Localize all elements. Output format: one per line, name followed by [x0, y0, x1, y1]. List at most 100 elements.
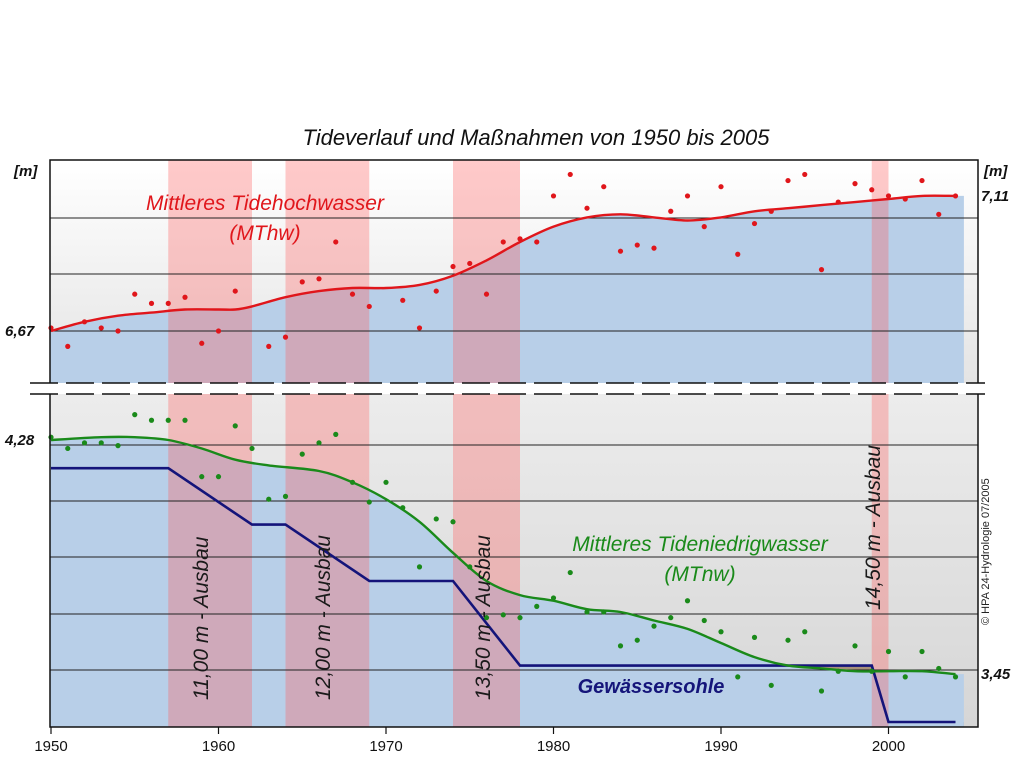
mtnw-point [584, 609, 590, 615]
x-tick-label: 1960 [202, 738, 235, 755]
mtnw-point [936, 665, 942, 672]
mtnw-point [249, 445, 255, 452]
mthw-series-abbr: (MThw) [229, 222, 300, 245]
mthw-point [684, 193, 691, 199]
mtnw-point [668, 615, 674, 621]
mthw-point [651, 245, 657, 251]
mthw-point [266, 343, 272, 349]
mthw-point [433, 288, 439, 294]
mthw-point [584, 205, 590, 211]
mtnw-series-abbr: (MTnw) [664, 563, 735, 586]
x-tick-label: 2000 [872, 738, 905, 755]
mthw-point [48, 325, 54, 331]
mtnw-point [735, 674, 741, 680]
series-lines [50, 194, 956, 724]
mtnw-point [349, 479, 356, 485]
ausbau-band-upper [168, 160, 252, 383]
mthw-point [349, 291, 356, 297]
mthw-point [768, 208, 774, 214]
mthw-point [299, 279, 305, 285]
mthw-point [232, 288, 238, 294]
copyright-note: © HPA 24-Hydrologie 07/2005 [980, 478, 992, 625]
mthw-point [316, 276, 322, 282]
mtnw-point [148, 417, 155, 423]
left-unit-label: [m] [13, 163, 38, 180]
mtnw-point [751, 634, 758, 641]
mtnw-point [534, 603, 540, 609]
mtnw-point [266, 496, 272, 502]
mthw-point [701, 224, 707, 230]
mthw-point [366, 303, 372, 310]
mtnw-point [500, 612, 506, 618]
mtnw-point [718, 629, 724, 635]
ausbau-bands [168, 160, 889, 727]
mtnw-point [366, 499, 372, 505]
mthw-point [450, 263, 456, 270]
mthw-point [199, 340, 205, 346]
mtnw-point [81, 440, 88, 446]
scatter-points [48, 171, 959, 694]
mtnw-point [701, 617, 707, 624]
ausbau-label: 12,00 m - Ausbau [312, 535, 335, 700]
mthw-point [885, 193, 892, 199]
mtnw-point [567, 569, 573, 576]
mthw-point [98, 325, 104, 331]
mtnw-point [433, 516, 439, 522]
mtnw-point [483, 615, 490, 621]
mtnw-point [383, 479, 389, 485]
x-tick-label: 1980 [537, 738, 570, 755]
mthw-point [182, 294, 188, 300]
mthw-point [81, 319, 88, 325]
mthw-point [483, 291, 490, 297]
mthw-point [215, 328, 222, 334]
x-tick-label: 1970 [369, 738, 402, 755]
y-value-label: 4,28 [4, 432, 35, 449]
gridlines [50, 217, 978, 671]
lower-panel-frame [49, 394, 979, 728]
mthw-point [416, 325, 423, 331]
mtnw-point [517, 615, 523, 621]
mtnw-point [902, 674, 908, 680]
mthw-series-label: Mittleres Tidehochwasser [146, 192, 385, 215]
mthw-point [500, 239, 506, 245]
mthw-point [902, 196, 908, 202]
ausbau-band-lower [453, 394, 520, 727]
chart-text: Tideverlauf und Maßnahmen von 1950 bis 2… [4, 125, 1011, 755]
mtnw-point [115, 443, 121, 449]
riverbed-series-label: Gewässersohle [578, 676, 725, 698]
mtnw-point [400, 505, 406, 511]
mtnw-point [818, 688, 825, 694]
mthw-point [634, 242, 640, 248]
axis-break-gap [48, 383, 980, 394]
mtnw-point [48, 434, 54, 440]
mtnw-point [617, 643, 624, 649]
mtnw-point [467, 564, 473, 570]
mtnw-point [835, 668, 841, 674]
mtnw-point [651, 623, 657, 629]
mtnw-point [232, 423, 238, 429]
mthw-point [852, 181, 858, 187]
mtnw-point [601, 609, 607, 615]
ausbau-label: 11,00 m - Ausbau [190, 536, 213, 700]
mtnw-point [165, 417, 171, 423]
mthw-point [735, 251, 741, 257]
mtnw-point [316, 440, 322, 446]
mthw-point [785, 177, 791, 184]
mtnw-line [50, 435, 956, 676]
mthw-point [835, 199, 841, 205]
water-fill-upper [50, 195, 964, 383]
mtnw-point [132, 412, 138, 418]
axis-frame [30, 159, 985, 734]
ausbau-band-lower [168, 394, 252, 727]
mtnw-point [98, 440, 104, 446]
mtnw-point [952, 674, 959, 680]
right-unit-label: [m] [983, 163, 1008, 180]
mthw-point [115, 328, 121, 334]
mthw-point [148, 300, 155, 306]
ausbau-label: 14,50 m - Ausbau [862, 445, 885, 610]
mthw-point [952, 193, 959, 199]
ausbau-band-lower [285, 394, 370, 727]
upper-panel-frame [49, 159, 979, 383]
ausbau-band-lower [871, 394, 889, 727]
